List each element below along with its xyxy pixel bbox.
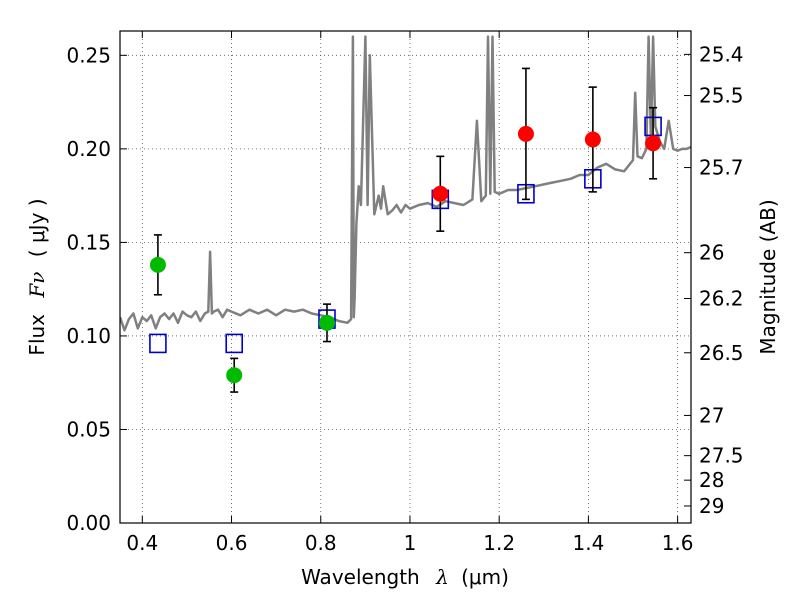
- y-axis-unit: ( μJy ): [25, 198, 49, 257]
- grid: [120, 31, 691, 524]
- model-square-marker: [225, 333, 243, 354]
- red-data-point: [517, 125, 534, 142]
- red-data-point: [432, 185, 449, 202]
- y2-tick-label: 25.4: [699, 42, 744, 66]
- x-axis-title: Wavelength λ (μm): [301, 565, 509, 589]
- y-axis-symbol: Fν: [25, 272, 49, 299]
- x-axis-unit: (μm): [461, 565, 509, 589]
- y2-tick-label: 26: [699, 241, 724, 265]
- y-axis-title: Flux Fν ( μJy ): [25, 198, 49, 355]
- green-data-point: [149, 256, 166, 273]
- y2-tick-label: 27.5: [699, 444, 744, 468]
- y2-tick-label: 25.7: [699, 156, 744, 180]
- red-data-point: [645, 135, 662, 152]
- plot-frame: [119, 30, 692, 524]
- model-square-marker: [149, 333, 167, 354]
- y2-tick-label: 27: [699, 403, 724, 427]
- y2-tick-label: 26.5: [699, 341, 744, 365]
- x-tick-label: 0.4: [126, 531, 158, 555]
- x-tick-label: 1.2: [483, 531, 515, 555]
- y2-tick-label: 26.2: [699, 287, 744, 311]
- y2-tick-label: 25.5: [699, 84, 744, 108]
- y-tick-label: 0.00: [66, 511, 111, 535]
- x-tick-label: 0.8: [305, 531, 337, 555]
- green-data-point: [318, 314, 335, 331]
- y-tick-label: 0.15: [66, 230, 111, 254]
- spectrum-line: [120, 35, 691, 332]
- x-tick-label: 1.4: [572, 531, 604, 555]
- y2-tick-label: 29: [699, 494, 724, 518]
- x-tick-label: 1.6: [662, 531, 694, 555]
- y2-axis-title: Magnitude (AB): [756, 199, 780, 354]
- red-data-point: [584, 131, 601, 148]
- y-axis-label: Flux: [25, 314, 49, 356]
- x-axis-symbol: λ: [435, 565, 449, 589]
- y2-tick-label: 28: [699, 468, 724, 492]
- y-tick-label: 0.10: [66, 324, 111, 348]
- x-tick-label: 1: [404, 531, 417, 555]
- x-tick-label: 0.6: [216, 531, 248, 555]
- green-data-point: [226, 367, 243, 384]
- x-axis-label: Wavelength: [301, 565, 420, 589]
- y-tick-label: 0.05: [66, 417, 111, 441]
- ticks: 0.4 0.6 0.8 1 1.2 1.4 1.6 0.00 0.05 0.10 0.15 0.20 0…: [66, 31, 744, 555]
- y-tick-label: 0.25: [66, 43, 111, 67]
- y-tick-label: 0.20: [66, 137, 111, 161]
- data-area: [120, 35, 691, 393]
